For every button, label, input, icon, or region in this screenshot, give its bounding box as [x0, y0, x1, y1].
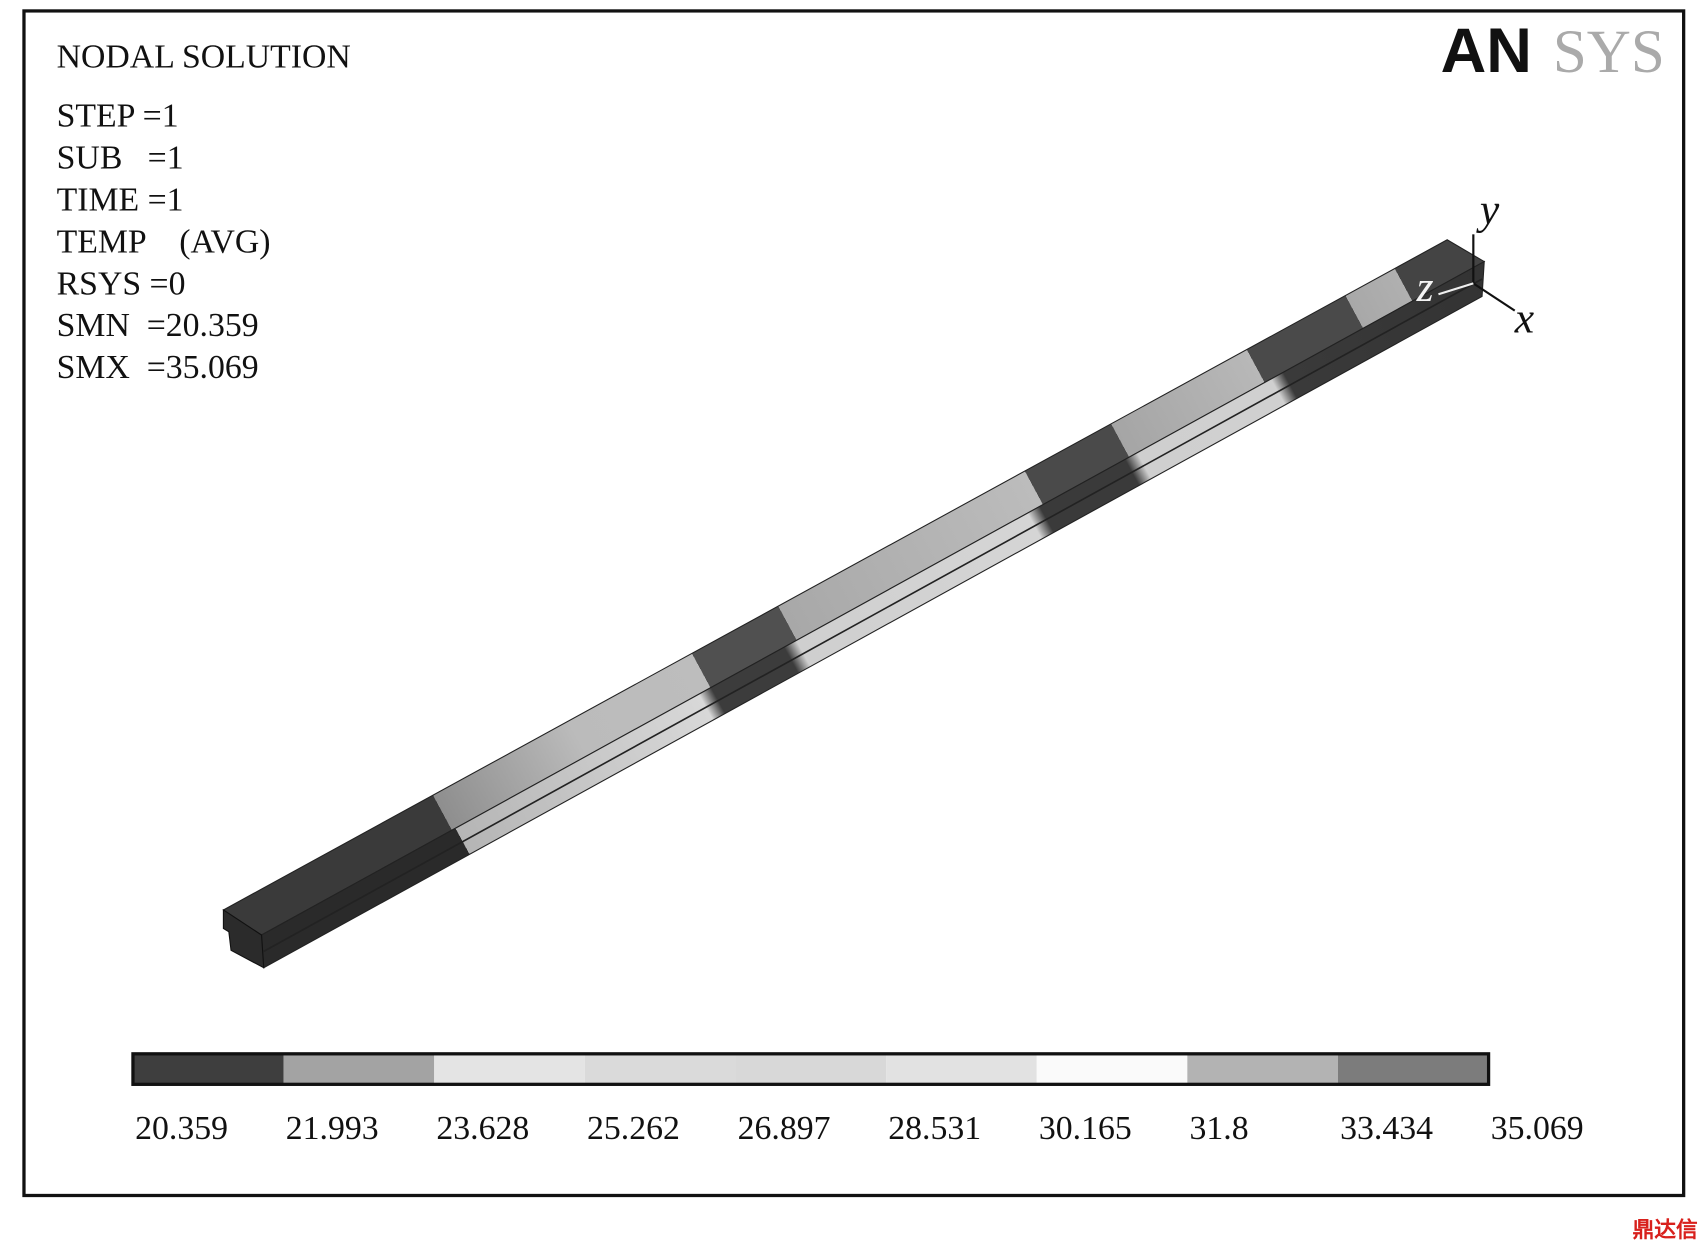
beam-model: [222, 239, 1486, 969]
legend-label: 28.531: [888, 1110, 981, 1147]
logo-primary: AN: [1441, 16, 1532, 86]
info-line: RSYS =0: [57, 265, 186, 302]
info-block: STEP =1 SUB =1 TIME =1 TEMP (AVG) RSYS =0 SMN…: [57, 97, 271, 386]
legend-border: [131, 1052, 1491, 1086]
info-line: STEP =1: [57, 97, 179, 134]
legend-label: 30.165: [1039, 1110, 1132, 1147]
legend-swatch: [886, 1053, 1037, 1085]
legend-swatch: [1036, 1053, 1188, 1085]
legend-label: 21.993: [286, 1110, 379, 1147]
legend-swatch: [1337, 1053, 1489, 1085]
legend-label: 23.628: [436, 1110, 529, 1147]
info-line: SUB =1: [57, 139, 184, 176]
info-line: TEMP (AVG): [57, 223, 271, 260]
legend-label: 31.8: [1190, 1110, 1249, 1147]
info-line: TIME =1: [57, 181, 184, 218]
info-line: SMX =35.069: [57, 349, 259, 386]
axis-triad: [1438, 234, 1516, 312]
legend-label: 33.434: [1340, 1110, 1433, 1147]
info-line: SMN =20.359: [57, 307, 259, 344]
logo-secondary: SYS: [1553, 19, 1665, 86]
legend-swatch: [1187, 1053, 1338, 1085]
watermark: 鼎达信: [1632, 1217, 1698, 1243]
legend-label: 20.359: [135, 1110, 228, 1147]
legend: 20.359 21.993 23.628 25.262 26.897 28.531 30.1…: [131, 1052, 1584, 1147]
axis-label-y: y: [1476, 185, 1500, 233]
axis-label-x: x: [1514, 294, 1535, 342]
axis-label-z: z: [1416, 263, 1434, 311]
legend-label: 25.262: [587, 1110, 680, 1147]
legend-swatch: [735, 1053, 887, 1085]
legend-label: 26.897: [738, 1110, 831, 1147]
legend-swatch: [584, 1053, 736, 1085]
legend-swatch: [283, 1053, 435, 1085]
legend-swatch: [132, 1053, 284, 1085]
legend-swatch: [434, 1053, 585, 1085]
title: NODAL SOLUTION: [57, 39, 351, 76]
legend-label: 35.069: [1491, 1110, 1584, 1147]
